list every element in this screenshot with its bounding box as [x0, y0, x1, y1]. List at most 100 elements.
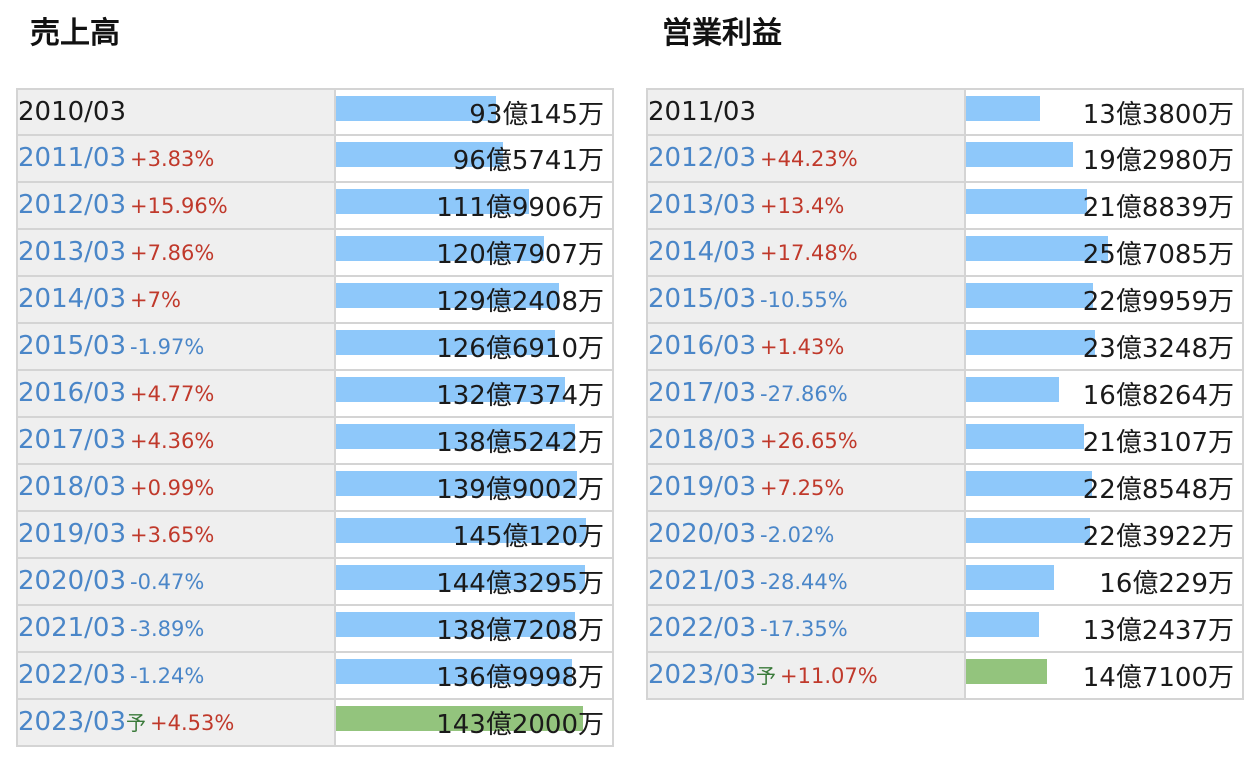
value-cell: 19億2980万	[964, 134, 1244, 183]
value-cell: 111億9906万	[334, 181, 614, 230]
year-link[interactable]: 2012/03	[18, 190, 127, 220]
year-link[interactable]: 2015/03	[18, 331, 127, 361]
value-cell: 21億3107万	[964, 416, 1244, 465]
year-link[interactable]: 2021/03	[18, 613, 127, 643]
value-cell: 120億7907万	[334, 228, 614, 277]
value-label: 22億9959万	[1082, 287, 1234, 317]
table-row: 2017/03 +4.36% 138億5242万	[16, 416, 614, 465]
year-link[interactable]: 2017/03	[648, 378, 757, 408]
value-cell: 136億9998万	[334, 651, 614, 700]
year-link[interactable]: 2019/03	[18, 519, 127, 549]
change-percent: +7.86%	[130, 241, 215, 265]
year-cell: 2017/03 -27.86%	[646, 369, 966, 418]
year-link[interactable]: 2014/03	[648, 237, 757, 267]
table-row: 2023/03予 +4.53% 143億2000万	[16, 698, 614, 747]
year-link[interactable]: 2018/03	[18, 472, 127, 502]
value-cell: 126億6910万	[334, 322, 614, 371]
value-bar	[337, 330, 555, 355]
table-row: 2020/03 -0.47% 144億3295万	[16, 557, 614, 606]
change-percent: -28.44%	[760, 570, 848, 594]
year-link[interactable]: 2013/03	[18, 237, 127, 267]
value-bar	[967, 565, 1054, 590]
value-label: 111億9906万	[436, 193, 604, 223]
change-percent: -2.02%	[760, 523, 835, 547]
value-cell: 145億120万	[334, 510, 614, 559]
value-cell: 93億145万	[334, 88, 614, 136]
change-percent: +15.96%	[130, 194, 228, 218]
year-link[interactable]: 2020/03	[18, 566, 127, 596]
year-cell: 2011/03 +3.83%	[16, 134, 336, 183]
year-link[interactable]: 2017/03	[18, 425, 127, 455]
year-cell: 2014/03 +7%	[16, 275, 336, 324]
value-bar	[967, 612, 1039, 637]
table-row: 2017/03 -27.86% 16億8264万	[646, 369, 1244, 418]
value-cell: 138億5242万	[334, 416, 614, 465]
year-link[interactable]: 2011/03	[18, 143, 127, 173]
change-percent: -1.24%	[130, 664, 205, 688]
sales-table: 2010/03 93億145万 2011/03 +3.83% 96億5741万 2012/…	[16, 88, 614, 747]
change-percent: +4.53%	[150, 711, 235, 735]
value-label: 13億2437万	[1082, 616, 1234, 646]
year-link[interactable]: 2022/03	[18, 660, 127, 690]
year-link[interactable]: 2016/03	[18, 378, 127, 408]
year-link[interactable]: 2023/03	[18, 707, 127, 737]
table-row: 2023/03予 +11.07% 14億7100万	[646, 651, 1244, 700]
value-cell: 129億2408万	[334, 275, 614, 324]
value-bar	[337, 96, 496, 121]
forecast-value-bar	[967, 659, 1047, 684]
value-bar	[337, 471, 577, 496]
change-percent: +17.48%	[760, 241, 858, 265]
value-bar	[967, 330, 1095, 355]
value-cell: 25億7085万	[964, 228, 1244, 277]
year-link[interactable]: 2016/03	[648, 331, 757, 361]
change-percent: +44.23%	[760, 147, 858, 171]
value-label: 96億5741万	[452, 146, 604, 176]
value-label: 23億3248万	[1082, 334, 1234, 364]
year-cell: 2021/03 -3.89%	[16, 604, 336, 653]
table-row: 2016/03 +4.77% 132億7374万	[16, 369, 614, 418]
change-percent: +7%	[130, 288, 181, 312]
value-cell: 22億8548万	[964, 463, 1244, 512]
value-bar	[967, 142, 1073, 167]
value-cell: 16億8264万	[964, 369, 1244, 418]
year-link[interactable]: 2012/03	[648, 143, 757, 173]
year-cell: 2013/03 +7.86%	[16, 228, 336, 277]
table-row: 2019/03 +3.65% 145億120万	[16, 510, 614, 559]
value-bar	[967, 236, 1108, 261]
change-percent: -27.86%	[760, 382, 848, 406]
year-cell: 2019/03 +7.25%	[646, 463, 966, 512]
change-percent: -3.89%	[130, 617, 205, 641]
year-link[interactable]: 2020/03	[648, 519, 757, 549]
year-cell: 2016/03 +4.77%	[16, 369, 336, 418]
value-label: 16億8264万	[1082, 381, 1234, 411]
year-link[interactable]: 2015/03	[648, 284, 757, 314]
value-label: 126億6910万	[436, 334, 604, 364]
table-row: 2022/03 -1.24% 136億9998万	[16, 651, 614, 700]
value-label: 143億2000万	[436, 710, 604, 740]
change-percent: -17.35%	[760, 617, 848, 641]
value-cell: 22億3922万	[964, 510, 1244, 559]
value-label: 138億5242万	[436, 428, 604, 458]
year-link[interactable]: 2023/03	[648, 660, 757, 690]
value-bar	[967, 377, 1059, 402]
year-link[interactable]: 2018/03	[648, 425, 757, 455]
value-cell: 16億229万	[964, 557, 1244, 606]
value-bar	[337, 424, 575, 449]
year-link[interactable]: 2014/03	[18, 284, 127, 314]
value-bar	[337, 189, 529, 214]
change-percent: +7.25%	[760, 476, 845, 500]
value-label: 144億3295万	[436, 569, 604, 599]
year-link[interactable]: 2022/03	[648, 613, 757, 643]
operating-profit-title: 営業利益	[662, 16, 782, 51]
table-row: 2011/03 13億3800万	[646, 88, 1244, 136]
year-link[interactable]: 2013/03	[648, 190, 757, 220]
value-bar	[967, 96, 1040, 121]
year-link[interactable]: 2019/03	[648, 472, 757, 502]
value-cell: 13億2437万	[964, 604, 1244, 653]
value-cell: 143億2000万	[334, 698, 614, 747]
year-cell: 2023/03予 +4.53%	[16, 698, 336, 747]
year-link[interactable]: 2021/03	[648, 566, 757, 596]
year-cell: 2021/03 -28.44%	[646, 557, 966, 606]
value-cell: 138億7208万	[334, 604, 614, 653]
year-cell: 2017/03 +4.36%	[16, 416, 336, 465]
